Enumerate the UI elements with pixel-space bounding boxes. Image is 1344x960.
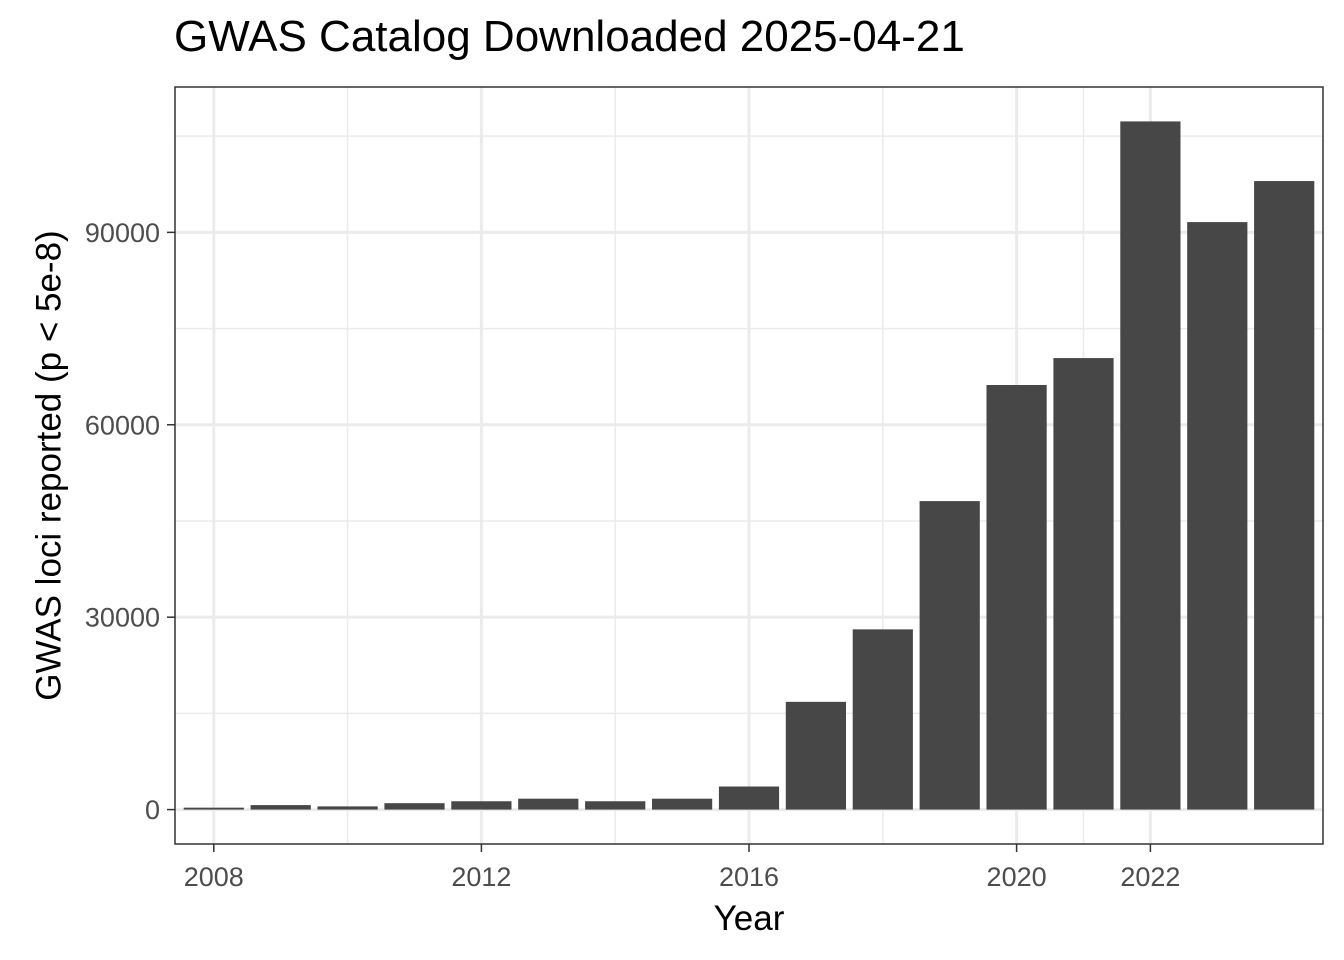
bar-2020 — [986, 385, 1047, 810]
x-tick-label: 2022 — [1120, 862, 1180, 892]
bar-2022 — [1120, 121, 1181, 810]
x-axis-title: Year — [714, 899, 785, 938]
y-tick-label: 0 — [145, 795, 160, 825]
chart-title: GWAS Catalog Downloaded 2025-04-21 — [174, 12, 965, 61]
bar-2012 — [451, 801, 512, 810]
x-tick-label: 2016 — [719, 862, 779, 892]
bar-2021 — [1053, 358, 1114, 810]
x-tick-label: 2020 — [987, 862, 1047, 892]
x-tick-label: 2012 — [451, 862, 511, 892]
x-tick-label: 2008 — [184, 862, 244, 892]
bar-2024 — [1254, 181, 1315, 810]
bar-2018 — [852, 629, 913, 810]
bar-2017 — [785, 701, 847, 810]
bar-2023 — [1187, 222, 1248, 810]
bar-2019 — [919, 501, 980, 810]
bars-layer — [183, 121, 1315, 810]
y-axis-title: GWAS loci reported (p < 5e-8) — [29, 230, 68, 700]
bar-2010 — [317, 806, 378, 810]
axis-layer: 0 30000 60000 90000 2008 2012 2016 2020 2022 — [85, 218, 1181, 892]
bar-2011 — [384, 803, 445, 810]
bar-2015 — [651, 798, 713, 810]
y-tick-label: 30000 — [85, 603, 160, 633]
bar-2016 — [718, 786, 780, 810]
bar-2014 — [585, 801, 646, 810]
bar-2009 — [250, 805, 311, 810]
y-tick-label: 90000 — [85, 218, 160, 248]
bar-2008 — [183, 807, 244, 810]
y-tick-label: 60000 — [85, 410, 160, 440]
bar-2013 — [518, 798, 579, 810]
